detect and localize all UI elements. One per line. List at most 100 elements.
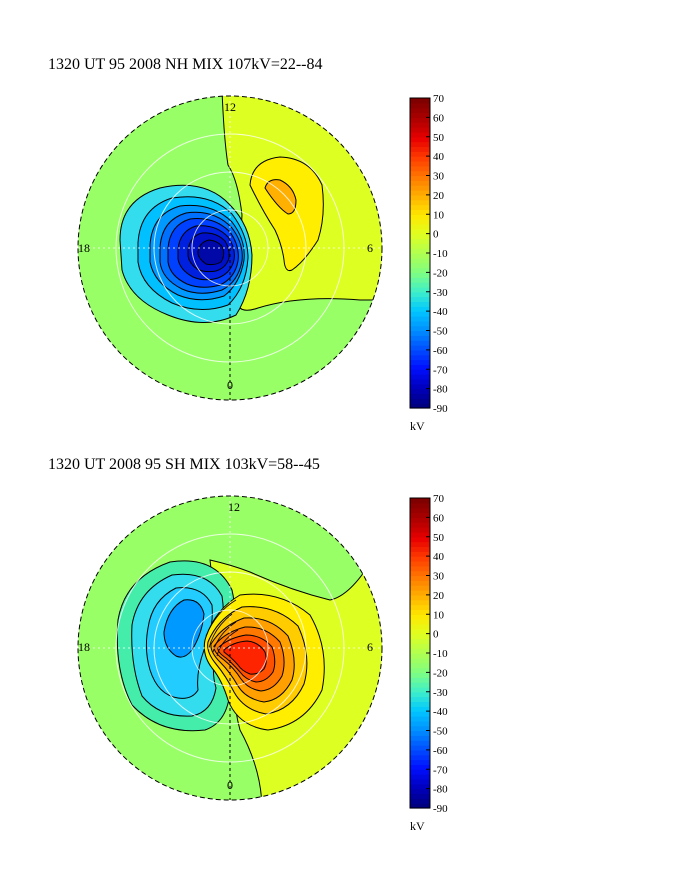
colorbar-stripe (410, 774, 430, 780)
colorbar-stripe (410, 194, 430, 201)
colorbar-stripe (410, 614, 430, 620)
colorbar-stripe (410, 209, 430, 215)
colorbar-stripe (410, 711, 430, 717)
colorbar-stripe (410, 330, 430, 336)
sh-boundary (77, 495, 383, 801)
colorbar-stripe (410, 291, 430, 298)
colorbar-stripe (410, 141, 430, 148)
colorbar-stripe (410, 754, 430, 761)
colorbar-stripe (410, 160, 430, 167)
colorbar-sh: 70 60 50 40 30 20 10 0 -10 -20 -30 -40 -50 -60 -70 -80 -… (409, 493, 448, 833)
colorbar-tick-label: -20 (433, 267, 448, 279)
colorbar-stripe (410, 282, 430, 288)
colorbar-tick-label: -40 (433, 306, 448, 318)
colorbar-stripe (410, 238, 430, 244)
colorbar-stripe (410, 677, 430, 683)
colorbar-stripe (410, 730, 430, 736)
chart-title-sh: 1320 UT 2008 95 SH MIX 103kV=58--45 (48, 456, 320, 473)
colorbar-stripe (410, 315, 430, 322)
sh-label-18: 18 (78, 640, 90, 654)
colorbar-stripe (410, 180, 430, 186)
colorbar-stripe (410, 170, 430, 177)
colorbar-stripe (410, 359, 430, 365)
colorbar-stripe (410, 214, 430, 220)
colorbar-stripe (410, 253, 430, 259)
colorbar-stripe (410, 233, 430, 240)
colorbar-stripe (410, 546, 430, 552)
nh-label-6: 6 (367, 241, 373, 255)
colorbar-tick-label: -30 (433, 687, 448, 699)
chart-title-nh: 1320 UT 95 2008 NH MIX 107kV=22--84 (48, 56, 323, 73)
colorbar-tick-label: -80 (433, 384, 448, 396)
colorbar-stripe (410, 604, 430, 610)
colorbar-tick-label: -60 (433, 745, 448, 757)
colorbar-stripe (410, 643, 430, 649)
colorbar-stripe (410, 745, 430, 751)
colorbar-stripe (410, 383, 430, 390)
colorbar-stripe (410, 696, 430, 703)
colorbar-stripe (410, 594, 430, 601)
colorbar-tick-label: 30 (433, 571, 445, 583)
colorbar-tick-label: -90 (433, 803, 448, 815)
colorbar-stripe (410, 204, 430, 210)
colorbar-stripe (410, 369, 430, 375)
colorbar-stripe (410, 749, 430, 756)
colorbar-stripe (410, 378, 430, 385)
polar-map-nh: 12 18 6 0 (77, 95, 383, 401)
colorbar-stripe (410, 720, 430, 727)
colorbar-stripe (410, 599, 430, 606)
colorbar-tick-label: 0 (433, 229, 439, 241)
colorbar-stripe (410, 345, 430, 351)
colorbar-stripe (410, 262, 430, 269)
colorbar-tick-label: -70 (433, 364, 448, 376)
colorbar-tick-label: 10 (433, 609, 445, 621)
colorbar-tick-label: 20 (433, 190, 445, 202)
colorbar-stripe (410, 112, 430, 118)
colorbar-tick-label: -10 (433, 648, 448, 660)
colorbar-stripe (410, 725, 430, 732)
colorbar-stripe (410, 764, 430, 770)
colorbar-stripe (410, 531, 430, 538)
colorbar-unit-label: kV (410, 819, 425, 833)
colorbar-tick-label: 0 (433, 629, 439, 641)
colorbar-tick-label: -60 (433, 345, 448, 357)
colorbar-tick-label: 40 (433, 551, 445, 563)
colorbar-stripe (410, 565, 430, 572)
colorbar-tick-label: 10 (433, 209, 445, 221)
colorbar-tick-label: 20 (433, 590, 445, 602)
colorbar-stripe (410, 701, 430, 707)
colorbar-tick-label: -80 (433, 784, 448, 796)
colorbar-stripe (410, 403, 430, 409)
colorbar-stripe (410, 657, 430, 664)
colorbar-stripe (410, 735, 430, 741)
colorbar-stripe (410, 623, 430, 630)
colorbar-stripe (410, 609, 430, 615)
colorbar-tick-label: -50 (433, 726, 448, 738)
colorbar-stripe (410, 151, 430, 157)
sh-label-6: 6 (367, 640, 373, 654)
colorbar-tick-label: 70 (433, 493, 445, 505)
colorbar-stripe (410, 131, 430, 138)
colorbar-stripe (410, 146, 430, 152)
sh-positive-contour-6 (223, 640, 267, 675)
colorbar-stripe (410, 686, 430, 693)
colorbar-stripe (410, 715, 430, 722)
nh-label-0: 0 (227, 378, 233, 392)
colorbar-stripe (410, 320, 430, 327)
colorbar-stripe (410, 672, 430, 678)
colorbar-tick-label: -50 (433, 326, 448, 338)
colorbar-stripe (410, 502, 430, 509)
colorbar-tick-label: -10 (433, 248, 448, 260)
colorbar-stripe (410, 136, 430, 143)
colorbar-stripe (410, 803, 430, 809)
colorbar-stripe (410, 311, 430, 317)
colorbar-stripe (410, 498, 430, 504)
colorbar-stripe (410, 165, 430, 172)
colorbar-stripe (410, 788, 430, 795)
colorbar-stripe (410, 335, 430, 341)
colorbar-tick-label: -70 (433, 764, 448, 776)
colorbar-stripe (410, 243, 430, 249)
colorbar-stripe (410, 628, 430, 635)
colorbar-stripe (410, 759, 430, 765)
colorbar-stripe (410, 286, 430, 293)
